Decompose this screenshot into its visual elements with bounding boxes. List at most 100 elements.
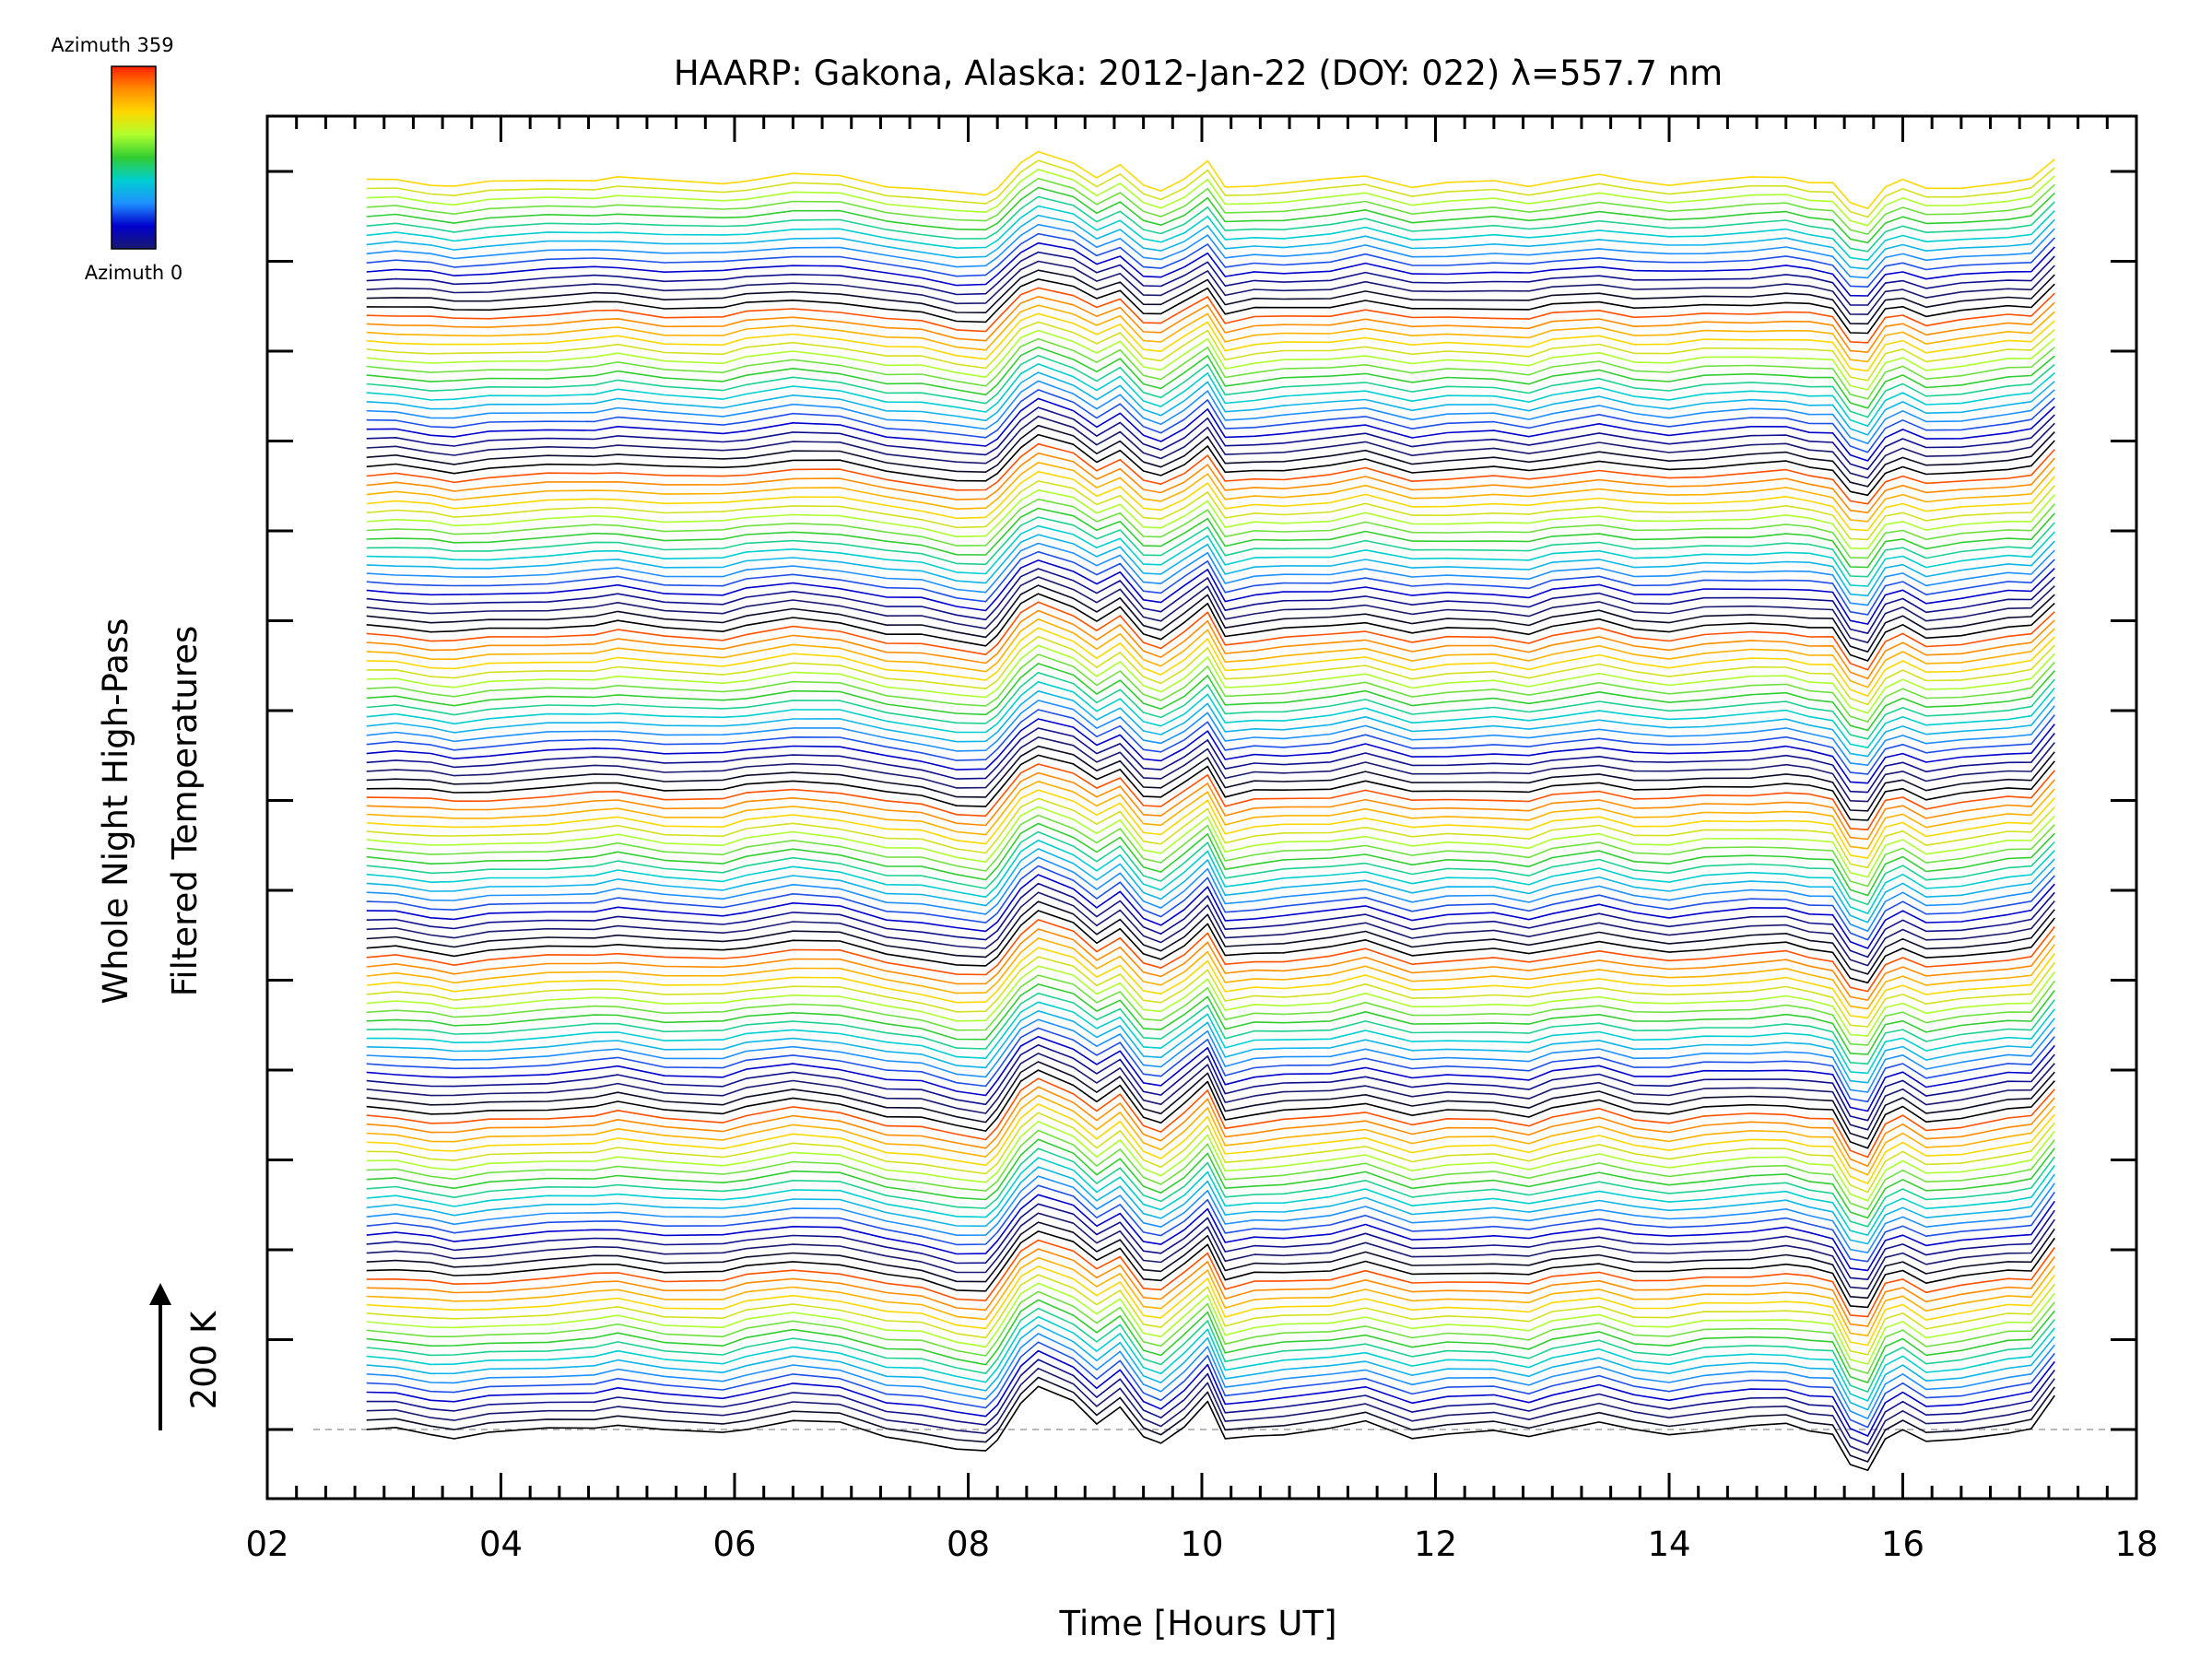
series-line-132: [366, 223, 2055, 279]
series-line-133: [366, 214, 2055, 270]
series-line-65: [366, 814, 2055, 888]
y-axis-label-line2: Filtered Temperatures: [165, 626, 205, 996]
series-line-57: [366, 882, 2055, 959]
series-line-29: [366, 1129, 2055, 1210]
colorbar-gradient: [111, 65, 157, 250]
x-axis-label: Time [Hours UT]: [1058, 1604, 1336, 1643]
series-line-79: [366, 690, 2055, 758]
series-line-83: [366, 653, 2055, 723]
series-line-98: [366, 524, 2055, 587]
series-line-75: [366, 727, 2055, 794]
series-line-85: [366, 635, 2055, 706]
series-line-92: [366, 576, 2055, 643]
series-line-86: [366, 627, 2055, 697]
series-line-67: [366, 797, 2055, 869]
series-line-54: [366, 910, 2055, 984]
series-line-12: [366, 1282, 2055, 1365]
series-line-36: [366, 1069, 2055, 1149]
series-line-66: [366, 806, 2055, 878]
series-line-91: [366, 584, 2055, 653]
series-line-39: [366, 1044, 2055, 1122]
series-line-38: [366, 1053, 2055, 1131]
series-line-81: [366, 672, 2055, 740]
series-line-93: [366, 568, 2055, 634]
scale-arrow-head: [149, 1283, 171, 1305]
series-line-99: [366, 516, 2055, 578]
series-line-110: [366, 416, 2055, 479]
series-line-19: [366, 1221, 2055, 1300]
series-line-56: [366, 891, 2055, 967]
series-line-136: [366, 186, 2055, 244]
series-line-8: [366, 1315, 2055, 1402]
series-line-62: [366, 839, 2055, 914]
series-line-6: [366, 1333, 2055, 1419]
series-line-73: [366, 745, 2055, 812]
series-line-41: [366, 1027, 2055, 1103]
series-line-96: [366, 542, 2055, 606]
series-line-43: [366, 1010, 2055, 1084]
series-line-49: [366, 956, 2055, 1028]
series-line-2: [366, 1367, 2055, 1454]
series-line-102: [366, 489, 2055, 550]
series-line-23: [366, 1184, 2055, 1263]
colorbar: Azimuth 359 Azimuth 0: [51, 34, 182, 284]
series-line-117: [366, 355, 2055, 418]
series-line-71: [366, 763, 2055, 830]
series-line-124: [366, 296, 2055, 353]
series-line-113: [366, 389, 2055, 453]
series-line-35: [366, 1077, 2055, 1159]
series-line-111: [366, 406, 2055, 471]
series-line-90: [366, 593, 2055, 662]
x-tick-label: 10: [1180, 1524, 1223, 1564]
x-tick-label: 14: [1647, 1524, 1690, 1564]
series-line-89: [366, 601, 2055, 671]
series-line-25: [366, 1166, 2055, 1245]
colorbar-bottom-label: Azimuth 0: [85, 262, 183, 284]
series-line-1: [366, 1376, 2055, 1463]
series-line-3: [366, 1359, 2055, 1446]
series-line-53: [366, 919, 2055, 993]
series-line-48: [366, 965, 2055, 1037]
series-line-33: [366, 1094, 2055, 1176]
series-line-17: [366, 1239, 2055, 1318]
series-line-64: [366, 822, 2055, 897]
series-line-108: [366, 433, 2055, 497]
series-line-63: [366, 830, 2055, 906]
series-line-34: [366, 1086, 2055, 1167]
series-line-31: [366, 1112, 2055, 1194]
series-line-58: [366, 874, 2055, 949]
series-line-46: [366, 983, 2055, 1055]
series-line-101: [366, 498, 2055, 559]
y-axis-label-line1: Whole Night High-Pass: [96, 618, 135, 1005]
series-line-72: [366, 754, 2055, 821]
series-line-47: [366, 974, 2055, 1046]
series-line-94: [366, 559, 2055, 625]
series-line-18: [366, 1230, 2055, 1309]
series-line-45: [366, 992, 2055, 1065]
series-line-82: [366, 663, 2055, 732]
series-line-32: [366, 1103, 2055, 1184]
series-line-130: [366, 241, 2055, 297]
series-line-27: [366, 1147, 2055, 1228]
x-tick-label: 12: [1414, 1524, 1457, 1564]
series-line-121: [366, 321, 2055, 382]
series-line-115: [366, 371, 2055, 436]
series-line-70: [366, 771, 2055, 841]
series-line-126: [366, 278, 2055, 335]
series-line-22: [366, 1194, 2055, 1272]
scale-indicator: 200 K: [149, 1283, 224, 1430]
series-line-119: [366, 337, 2055, 400]
series-line-20: [366, 1212, 2055, 1289]
series-line-14: [366, 1265, 2055, 1347]
series-line-69: [366, 781, 2055, 850]
series-line-26: [366, 1157, 2055, 1236]
series-line-97: [366, 534, 2055, 597]
series-line-37: [366, 1061, 2055, 1140]
series-line-129: [366, 251, 2055, 306]
series-line-125: [366, 287, 2055, 344]
series-line-134: [366, 205, 2055, 261]
series-line-127: [366, 269, 2055, 325]
series-line-10: [366, 1299, 2055, 1383]
series-line-109: [366, 424, 2055, 488]
